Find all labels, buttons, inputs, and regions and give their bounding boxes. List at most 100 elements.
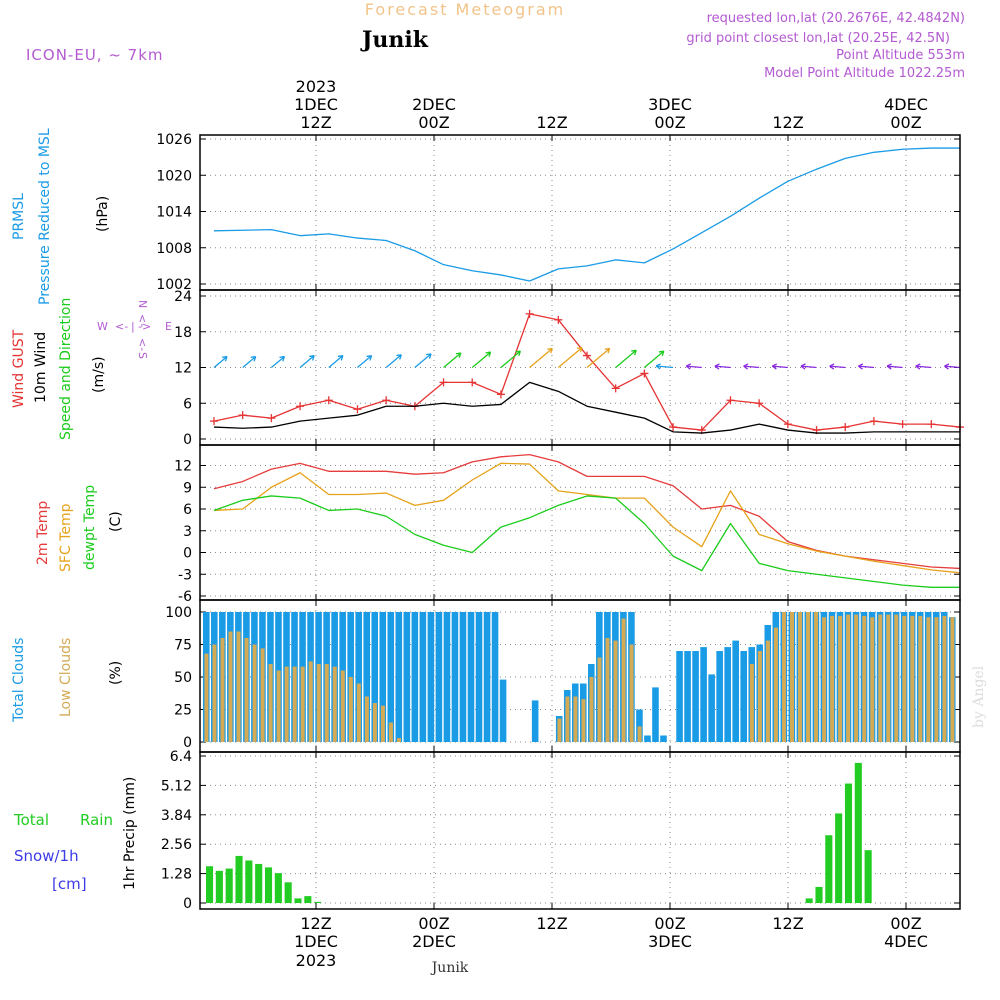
total-cloud-bar	[676, 651, 683, 742]
low-cloud-bar	[388, 722, 393, 742]
low-cloud-bar	[846, 614, 851, 742]
total-cloud-bar	[652, 687, 659, 742]
model-label: ICON-EU, ~ 7km	[26, 46, 164, 64]
y-tick-label: 1014	[156, 205, 192, 221]
low-cloud-bar	[605, 638, 610, 742]
point-altitude: Point Altitude 553m	[836, 48, 965, 63]
total-cloud-bar	[740, 651, 748, 742]
y-tick-label: 6	[183, 396, 192, 412]
gust-point	[496, 390, 505, 399]
speed-direction-label: Speed and Direction	[58, 298, 74, 440]
low-cloud-bar	[348, 677, 353, 742]
wind-arrow	[887, 365, 903, 369]
t2m-label: 2m Temp	[35, 501, 51, 565]
top-time-label: 2023	[296, 77, 337, 96]
bottom-time-label: 1DEC	[294, 932, 338, 951]
wind10m-label: 10m Wind	[33, 332, 49, 403]
total-cloud-bar	[451, 612, 459, 742]
low-cloud-bar	[838, 615, 843, 742]
dewpt-label: dewpt Temp	[82, 485, 98, 570]
rain-bar	[844, 783, 853, 903]
gust-point	[468, 378, 477, 387]
panel-pressure: 1002 1008 1014 1020 1026	[156, 132, 960, 293]
dewpt-line	[213, 495, 960, 588]
y-tick-label: 1020	[156, 168, 192, 184]
wind-arrow	[242, 356, 257, 368]
grid-point-coords: grid point closest lon,lat (20.25E, 42.5…	[686, 31, 950, 46]
low-cloud-bar	[396, 738, 401, 742]
top-time-label: 1DEC	[294, 95, 338, 114]
gust-point	[353, 405, 362, 414]
total-cloud-bar	[491, 612, 499, 742]
wind-arrow-head	[309, 355, 315, 361]
wind-labels: Wind GUST 10m Wind Speed and Direction (…	[11, 298, 172, 440]
gust-point	[525, 309, 534, 318]
wind-arrow	[213, 356, 228, 368]
rain-bar	[274, 873, 282, 903]
low-cloud-bar	[252, 644, 257, 742]
top-time-label: 3DEC	[648, 95, 692, 114]
low-cloud-bar	[364, 696, 369, 742]
y-tick-label: 50	[174, 670, 192, 686]
compass-arrow-right: ->	[138, 320, 151, 333]
y-tick-label: 1008	[156, 241, 192, 257]
y-tick-label: 0	[183, 896, 192, 912]
wind-arrow-head	[886, 363, 892, 370]
low-cloud-bar	[822, 617, 827, 742]
total-cloud-bar	[419, 612, 427, 742]
low-cloud-bar	[830, 615, 835, 742]
low-cloud-bar	[557, 718, 562, 742]
wind-arrow-head	[714, 363, 720, 370]
wind-arrow-head	[221, 355, 228, 362]
y-tick-label: 6.4	[170, 749, 192, 765]
location-title: Junik	[360, 27, 429, 53]
wind-arrow	[529, 347, 553, 368]
y-tick-label: 100	[165, 605, 192, 621]
rain-bar	[304, 896, 312, 903]
wind-arrow-head	[547, 347, 553, 354]
low-cloud-bar	[573, 696, 578, 742]
wind-arrow-head	[857, 363, 864, 370]
y-tick-label: 3	[183, 524, 192, 540]
wind-arrow-head	[485, 351, 492, 358]
y-tick-label: 5.12	[161, 778, 192, 794]
prmsl-line	[213, 147, 960, 282]
total-cloud-bar	[387, 612, 395, 742]
low-cloud-bar	[621, 618, 626, 742]
wind-arrow	[443, 352, 462, 368]
wind-arrow-head	[577, 346, 583, 353]
wind-arrow	[772, 365, 788, 369]
compass-top-arrow: <-	[136, 314, 149, 327]
total-cloud-bar	[483, 612, 491, 742]
snow-label: Snow/1h	[14, 847, 79, 865]
top-time-label: 12Z	[772, 113, 803, 132]
low-cloud-bar	[300, 666, 305, 742]
wind-arrow	[743, 365, 760, 369]
pressure-labels: PRMSL Pressure Reduced to MSL (hPa)	[11, 128, 111, 305]
low-cloud-bar	[629, 644, 634, 742]
rain-bar	[225, 868, 233, 903]
gust-label: Wind GUST	[11, 329, 27, 408]
wind-arrow-head	[426, 353, 432, 359]
wind-arrow	[643, 350, 665, 368]
wind-arrow	[858, 365, 874, 369]
wind-arrow-head	[915, 363, 921, 370]
wind-arrow	[414, 353, 432, 368]
bottom-time-label: 12Z	[300, 914, 331, 933]
wind-arrow-head	[829, 363, 835, 370]
gust-point	[783, 420, 792, 429]
compass-e: E	[165, 320, 172, 333]
low-cloud-bar	[894, 614, 899, 742]
panel-border	[199, 751, 961, 910]
low-cloud-bar	[204, 653, 209, 742]
low-cloud-bar	[886, 614, 891, 742]
top-time-label: 00Z	[654, 113, 685, 132]
low-cloud-bar	[902, 615, 907, 742]
wind-arrow	[385, 354, 402, 368]
rain-bar	[264, 867, 273, 903]
low-cloud-bar	[597, 657, 602, 742]
total-cloud-bar	[716, 651, 723, 742]
total-cloud-bar	[636, 709, 643, 742]
low-cloud-bar	[806, 612, 811, 742]
low-cloud-bar	[565, 696, 570, 742]
